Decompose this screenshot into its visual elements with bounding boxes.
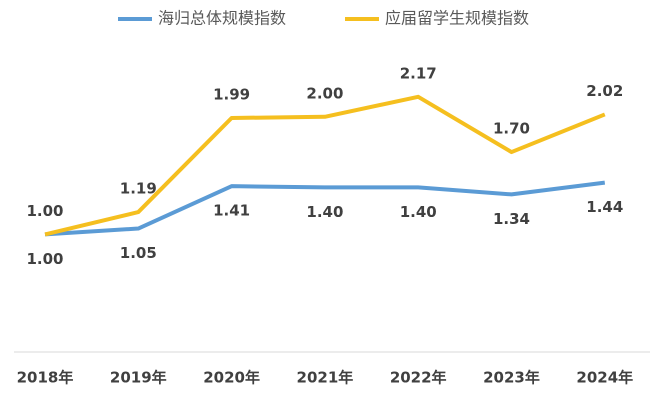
data-label: 1.00 — [26, 250, 63, 268]
legend-label: 应届留学生规模指数 — [385, 9, 529, 28]
data-label: 2.00 — [306, 84, 343, 102]
x-tick-label: 2022年 — [390, 369, 447, 387]
x-tick-label: 2019年 — [110, 369, 167, 387]
series-line — [44, 94, 606, 237]
data-label: 1.40 — [400, 203, 437, 221]
x-tick-label: 2021年 — [297, 369, 354, 387]
data-label: 1.19 — [120, 180, 157, 198]
data-label: 1.00 — [26, 202, 63, 220]
data-label: 1.44 — [586, 198, 623, 216]
data-label: 1.40 — [306, 203, 343, 221]
legend-label: 海归总体规模指数 — [158, 9, 286, 28]
data-label: 2.17 — [400, 64, 437, 82]
data-label: 1.34 — [493, 210, 530, 228]
data-label: 2.02 — [586, 82, 623, 100]
x-tick-label: 2018年 — [17, 369, 74, 387]
x-tick-label: 2023年 — [483, 369, 540, 387]
data-label: 1.41 — [213, 202, 250, 220]
x-tick-label: 2024年 — [576, 369, 633, 387]
data-label: 1.05 — [120, 244, 157, 262]
x-tick-label: 2020年 — [203, 369, 260, 387]
data-label: 1.70 — [493, 120, 530, 138]
data-label: 1.99 — [213, 85, 250, 103]
series-line — [44, 180, 606, 237]
